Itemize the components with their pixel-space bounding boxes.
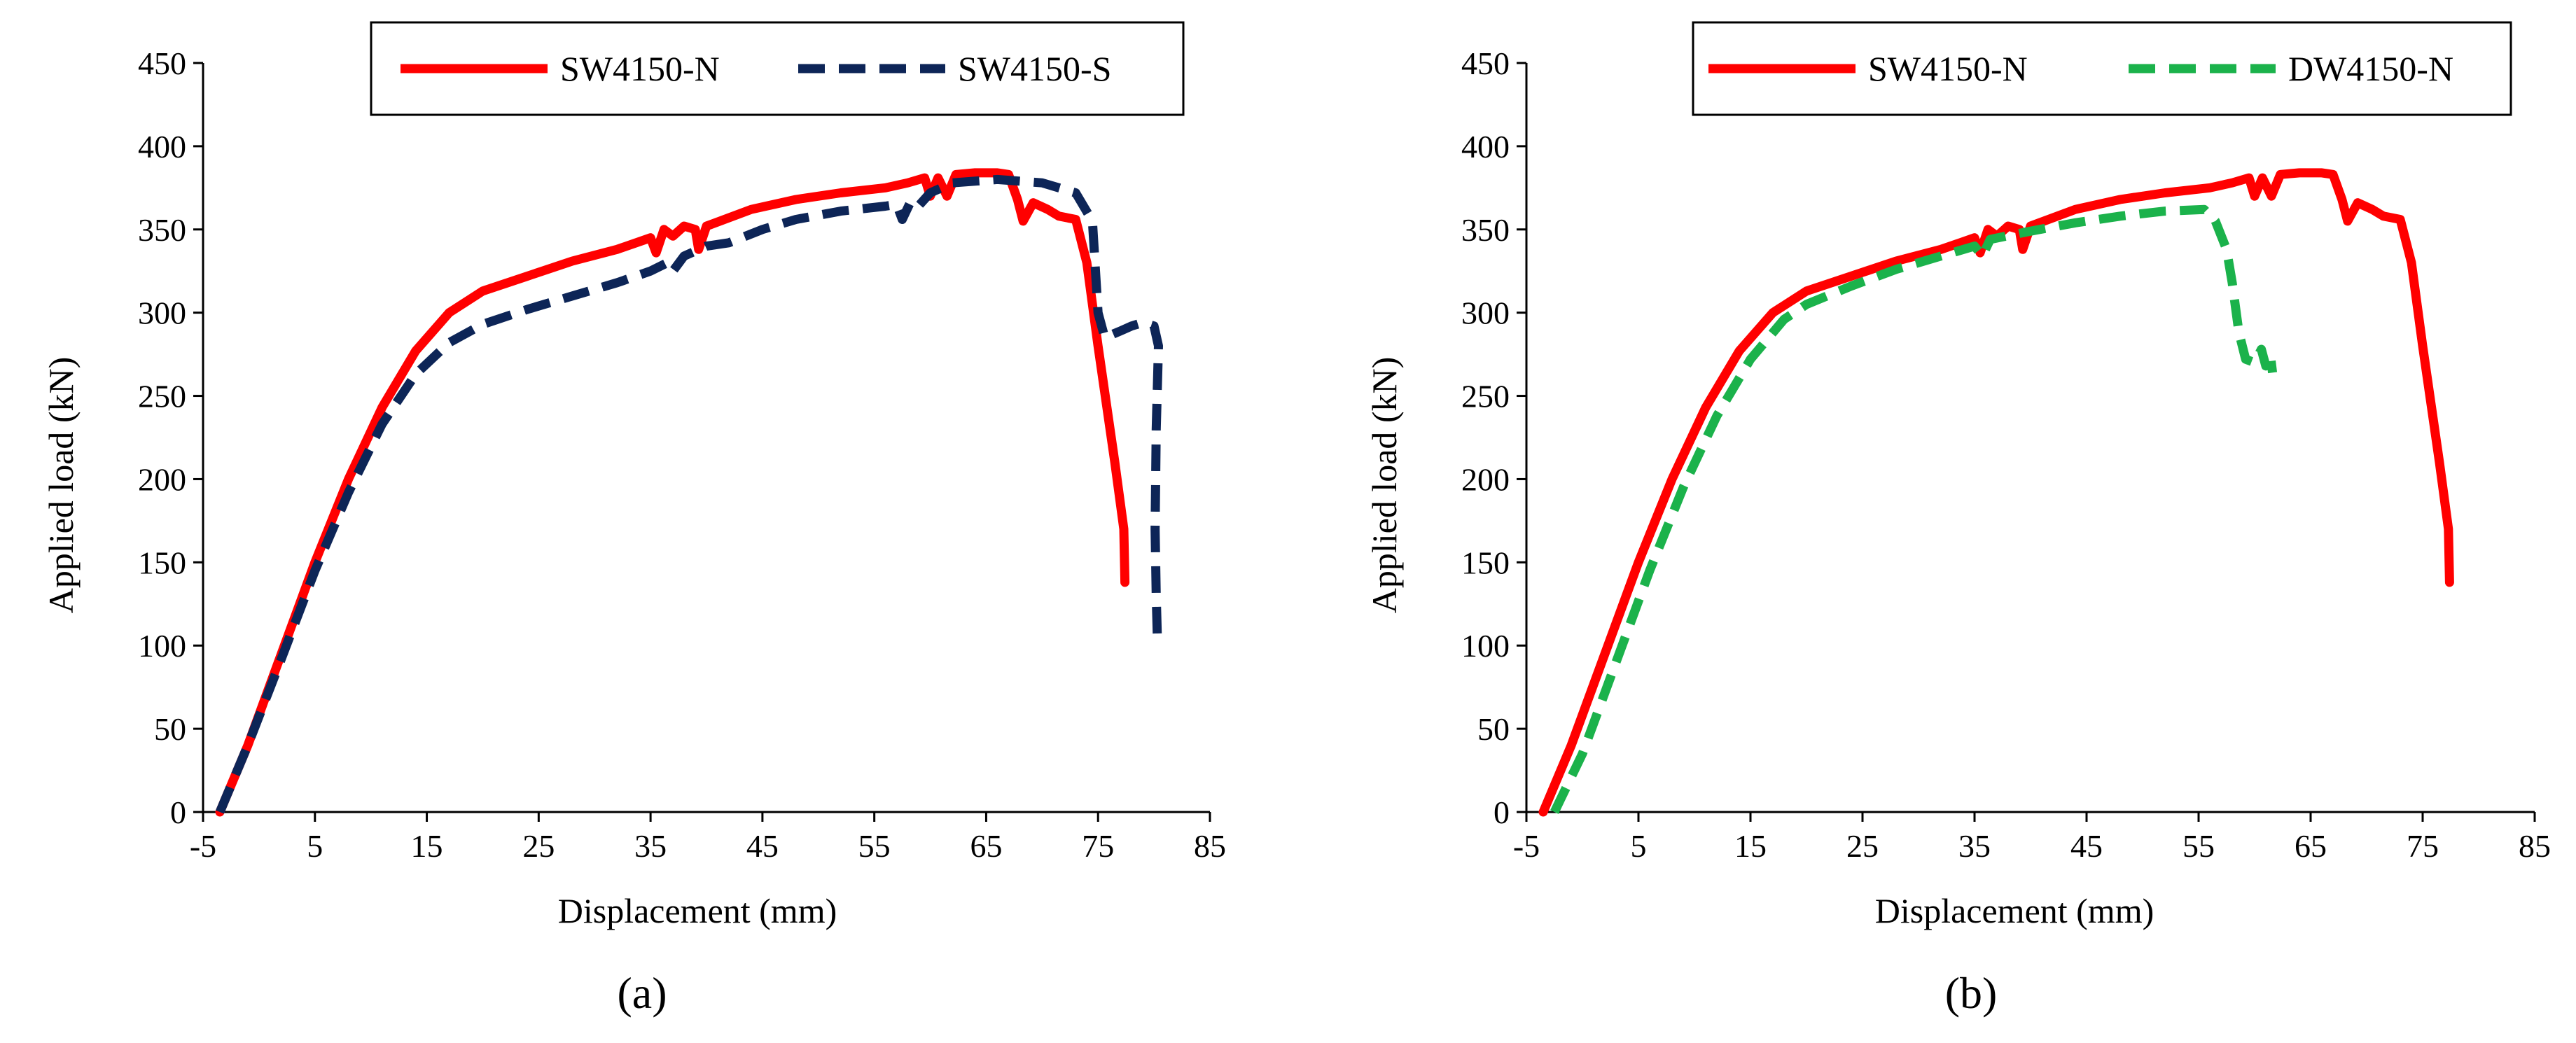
x-tick-label-a: 65 [970, 828, 1002, 864]
x-tick-label-a: 55 [858, 828, 891, 864]
x-tick-label-b: 85 [2519, 828, 2551, 864]
legend-b: SW4150-N DW4150-N [1692, 21, 2512, 116]
y-tick-label-b: 0 [1494, 794, 1510, 830]
legend-label-b-1: SW4150-N [1868, 49, 2028, 88]
axes-a: 0 50 100 150 200 250 300 350 400 450 -5 5 15 25 35 45 55… [138, 46, 1226, 864]
panel-caption-a: (a) [617, 968, 667, 1018]
legend-label-a-1: SW4150-N [560, 49, 720, 88]
x-tick-label-b: 35 [1958, 828, 1991, 864]
series-layer-a [215, 168, 1163, 817]
y-tick-label-a: 200 [138, 461, 186, 497]
y-tick-label-b: 200 [1461, 461, 1510, 497]
x-tick-label-b: 75 [2407, 828, 2439, 864]
y-tick-label-a: 400 [138, 129, 186, 164]
y-tick-label-b: 300 [1461, 295, 1510, 331]
x-axis-title-a: Displacement (mm) [558, 891, 837, 930]
axes-b: 0 50 100 150 200 250 300 350 400 450 -5 5 15 25 35 45 55… [1461, 46, 2551, 864]
x-tick-label-b: 5 [1631, 828, 1647, 864]
series-line-b-1 [1538, 168, 2454, 817]
y-tick-label-a: 350 [138, 212, 186, 248]
y-tick-label-a: 150 [138, 545, 186, 580]
legend-label-b-2: DW4150-N [2288, 49, 2453, 88]
chart-panel-b: 0 50 100 150 200 250 300 350 400 450 -5 5 15 25 35 45 55… [1365, 21, 2551, 1018]
x-tick-label-b: 45 [2070, 828, 2103, 864]
y-tick-label-b: 450 [1461, 46, 1510, 81]
y-tick-label-a: 0 [170, 794, 186, 830]
x-tick-label-b: 65 [2295, 828, 2327, 864]
x-tick-label-a: 85 [1194, 828, 1226, 864]
x-axis-title-b: Displacement (mm) [1875, 891, 2154, 930]
x-tick-label-a: 45 [746, 828, 779, 864]
x-tick-label-a: 5 [307, 828, 323, 864]
y-axis-title-b: Applied load (kN) [1365, 357, 1404, 614]
legend-a: SW4150-N SW4150-S [370, 21, 1185, 116]
y-tick-label-b: 100 [1461, 628, 1510, 664]
x-tick-label-a: 15 [411, 828, 443, 864]
y-tick-label-b: 150 [1461, 545, 1510, 580]
y-tick-label-b: 350 [1461, 212, 1510, 248]
y-tick-label-b: 50 [1477, 711, 1510, 747]
x-tick-label-a: 25 [522, 828, 555, 864]
series-line-b-2 [1550, 204, 2278, 814]
y-tick-label-a: 450 [138, 46, 186, 81]
y-axis-title-a: Applied load (kN) [41, 357, 81, 614]
chart-panel-a: 0 50 100 150 200 250 300 350 400 450 -5 5 15 25 35 45 55… [41, 21, 1226, 1018]
y-tick-label-a: 100 [138, 628, 186, 664]
x-tick-label-a: -5 [190, 828, 216, 864]
panel-caption-b: (b) [1945, 968, 1998, 1018]
x-tick-label-b: -5 [1513, 828, 1540, 864]
x-tick-label-b: 55 [2182, 828, 2215, 864]
x-tick-label-b: 15 [1734, 828, 1767, 864]
x-tick-label-b: 25 [1846, 828, 1879, 864]
y-tick-label-a: 50 [154, 711, 186, 747]
x-tick-label-a: 75 [1082, 828, 1114, 864]
series-line-a-2 [216, 174, 1163, 814]
series-layer-b [1538, 168, 2454, 817]
legend-label-a-2: SW4150-S [958, 49, 1111, 88]
series-line-a-1 [215, 168, 1130, 817]
x-tick-label-a: 35 [634, 828, 667, 864]
y-tick-label-a: 300 [138, 295, 186, 331]
y-tick-label-a: 250 [138, 379, 186, 414]
y-tick-label-b: 250 [1461, 379, 1510, 414]
y-tick-label-b: 400 [1461, 129, 1510, 164]
